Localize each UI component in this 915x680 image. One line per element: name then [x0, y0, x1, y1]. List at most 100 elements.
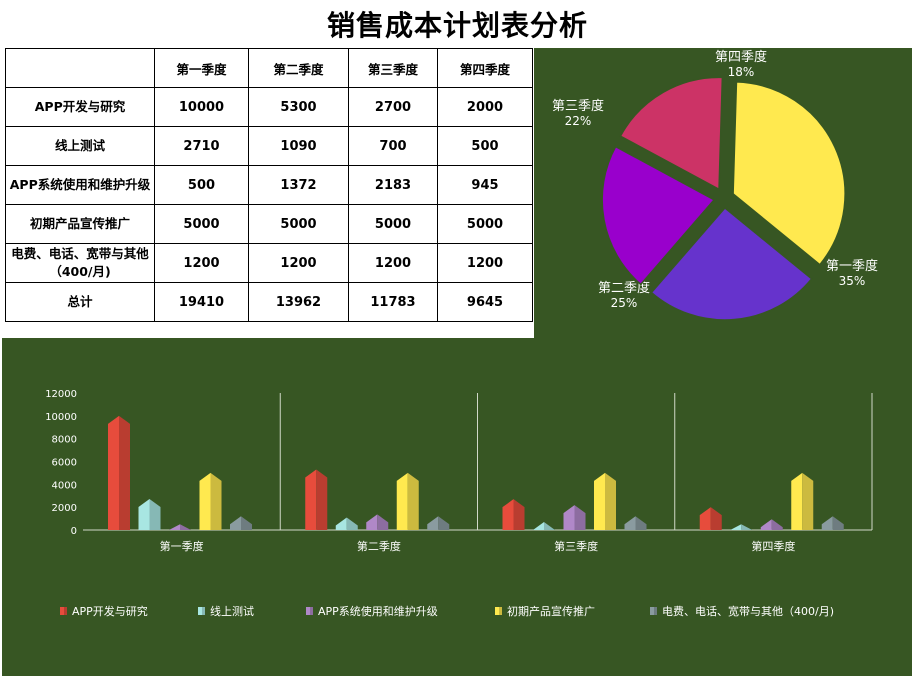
table-cell: 13962	[248, 282, 349, 322]
table-cell: 1200	[348, 243, 438, 283]
pie-label-category: 第三季度	[552, 98, 604, 114]
table-cell: 1372	[248, 165, 349, 205]
bar	[699, 507, 722, 530]
legend-swatch	[306, 607, 310, 615]
pie-label-category: 第一季度	[826, 258, 878, 274]
pie-slice	[619, 76, 724, 191]
bar-face-left	[821, 516, 833, 530]
table-row-label: APP开发与研究	[5, 87, 155, 127]
bar	[230, 516, 252, 530]
table-row: 电费、电话、宽带与其他（400/月) 1200 1200 1200 1200	[5, 243, 533, 283]
table-header-cell: 第三季度	[348, 48, 438, 88]
bar-face-right	[407, 472, 419, 530]
bar-face-left	[335, 517, 347, 530]
legend-label: 初期产品宣传推广	[507, 604, 595, 618]
legend-swatch-shade	[654, 607, 657, 615]
table-cell: 1200	[437, 243, 533, 283]
pie-chart-panel: 第一季度 35% 第二季度 25% 第三季度 22% 第四季度 18%	[534, 48, 912, 338]
bar	[366, 514, 389, 530]
y-tick-label: 10000	[45, 412, 77, 423]
table-cell: 5300	[248, 87, 349, 127]
bar	[821, 516, 844, 530]
table-cell: 1200	[248, 243, 349, 283]
table-row: 线上测试 2710 1090 700 500	[5, 126, 533, 166]
x-tick-label: 第三季度	[554, 539, 598, 553]
bar-face-left	[760, 519, 772, 530]
table-row-label: 线上测试	[5, 126, 155, 166]
table-cell: 500	[154, 165, 249, 205]
x-tick-label: 第四季度	[751, 539, 795, 553]
page-title: 销售成本计划表分析	[326, 9, 588, 42]
table-cell: 2700	[348, 87, 438, 127]
pie-label-percent: 18%	[728, 65, 755, 79]
bar	[199, 472, 222, 530]
bar-face-right	[544, 522, 555, 530]
bar	[335, 517, 358, 530]
table-cell: 10000	[154, 87, 249, 127]
bar-face-left	[730, 524, 742, 530]
table-cell: 700	[348, 126, 438, 166]
table-header-cell: 第四季度	[437, 48, 533, 88]
pie-label-percent: 35%	[839, 274, 866, 288]
bar	[305, 469, 328, 530]
table-row: APP系统使用和维护升级 500 1372 2183 945	[5, 165, 533, 205]
table-cell: 2710	[154, 126, 249, 166]
x-tick-label: 第一季度	[160, 539, 204, 553]
pie-slice	[732, 81, 846, 266]
table-cell: 500	[437, 126, 533, 166]
bar-face-right	[210, 472, 222, 530]
bar-face-right	[710, 507, 722, 530]
bar	[108, 415, 130, 530]
y-tick-label: 4000	[52, 480, 77, 491]
bar-face-right	[180, 524, 191, 530]
pie-label-category: 第四季度	[715, 49, 767, 65]
legend-swatch	[60, 607, 64, 615]
legend-swatch-shade	[64, 607, 67, 615]
pie-slice	[601, 145, 716, 286]
x-tick-label: 第二季度	[357, 539, 401, 553]
bar-face-left	[594, 472, 605, 530]
table-cell: 945	[437, 165, 533, 205]
bar	[730, 524, 753, 530]
legend-label: 电费、电话、宽带与其他（400/月)	[662, 604, 834, 618]
bar-face-left	[305, 469, 317, 530]
bar-face-left	[699, 507, 711, 530]
table-total-row: 总计 19410 13962 11783 9645	[5, 282, 533, 322]
bar-face-left	[624, 516, 636, 530]
legend-label: APP系统使用和维护升级	[318, 604, 438, 618]
bar-face-right	[316, 469, 328, 530]
table-header-cell: 第二季度	[248, 48, 349, 88]
bar-face-right	[832, 516, 844, 530]
table-row-label: 总计	[5, 282, 155, 322]
y-tick-label: 0	[71, 526, 77, 537]
table-row-label: 电费、电话、宽带与其他（400/月)	[5, 243, 155, 283]
table-cell: 5000	[348, 204, 438, 244]
bar-face-left	[366, 514, 378, 530]
legend-label: 线上测试	[210, 604, 254, 618]
legend-swatch-shade	[202, 607, 205, 615]
pie-slice	[650, 206, 813, 321]
bar	[563, 505, 586, 530]
bar-face-right	[377, 514, 389, 530]
bar-face-left	[169, 524, 180, 530]
bar-face-left	[563, 505, 575, 530]
bar-face-right	[438, 516, 450, 530]
pie-label-category: 第二季度	[598, 280, 650, 296]
bar-face-right	[802, 472, 814, 530]
legend-swatch-shade	[310, 607, 313, 615]
legend-swatch	[495, 607, 499, 615]
bar-face-left	[396, 472, 408, 530]
table-header-row: 第一季度 第二季度 第三季度 第四季度	[5, 48, 533, 88]
bar	[624, 516, 647, 530]
bar-face-right	[241, 516, 252, 530]
bar-face-right	[513, 499, 525, 530]
table-cell: 5000	[248, 204, 349, 244]
bar-face-left	[791, 472, 803, 530]
table-cell: 9645	[437, 282, 533, 322]
table-row-label: APP系统使用和维护升级	[5, 165, 155, 205]
table-row: 初期产品宣传推广 5000 5000 5000 5000	[5, 204, 533, 244]
bar	[594, 472, 616, 530]
bar-face-right	[149, 499, 161, 530]
table-cell: 2000	[437, 87, 533, 127]
